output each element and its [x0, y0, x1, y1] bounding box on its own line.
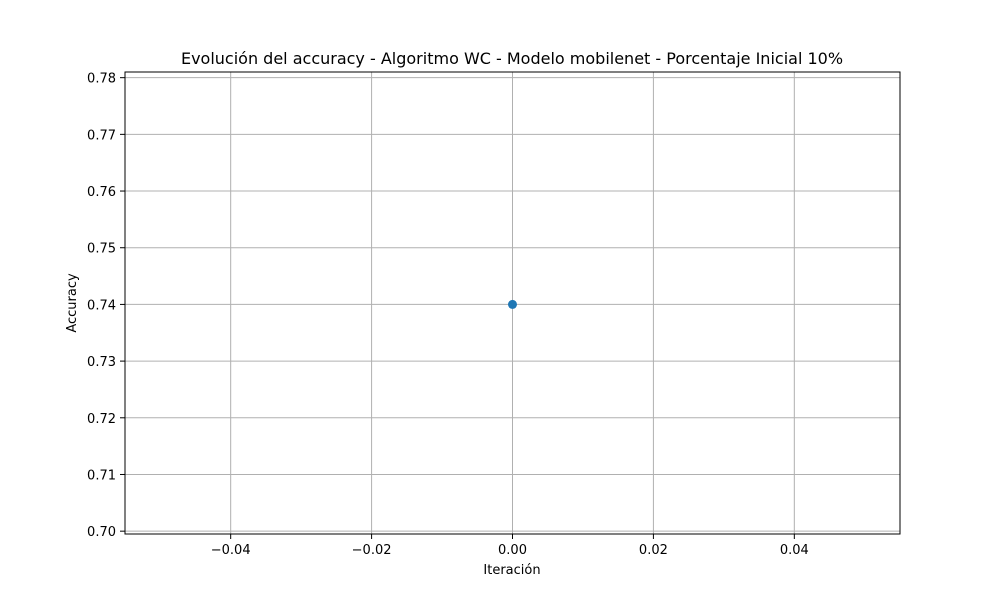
ticks-layer: −0.04 −0.02 0.00 0.02 0.04 0.70 0.71 0.72 0.73 0.… — [87, 72, 809, 558]
x-tick-label: 0.02 — [639, 543, 668, 558]
x-tick-label: 0.00 — [498, 543, 527, 558]
y-tick-label: 0.77 — [87, 128, 116, 143]
y-tick-label: 0.73 — [87, 355, 116, 370]
grid-layer — [125, 72, 900, 534]
y-tick-label: 0.70 — [87, 525, 116, 540]
x-tick-label: −0.04 — [211, 543, 251, 558]
data-point — [508, 299, 517, 309]
x-axis-label: Iteración — [483, 563, 540, 578]
x-tick-label: 0.04 — [780, 543, 809, 558]
y-tick-label: 0.75 — [87, 242, 116, 257]
marks-layer — [508, 299, 517, 309]
y-tick-label: 0.74 — [87, 298, 116, 313]
chart-title: Evolución del accuracy - Algoritmo WC - … — [181, 49, 843, 68]
x-tick-label: −0.02 — [352, 543, 392, 558]
y-tick-label: 0.78 — [87, 72, 116, 87]
y-tick-label: 0.76 — [87, 185, 116, 200]
y-axis-label: Accuracy — [65, 273, 80, 333]
y-tick-label: 0.71 — [87, 468, 116, 483]
y-tick-label: 0.72 — [87, 412, 116, 427]
